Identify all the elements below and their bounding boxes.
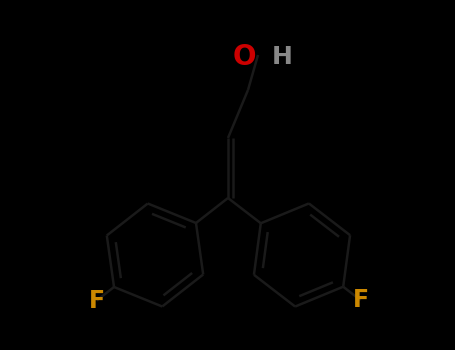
Text: F: F (353, 288, 369, 312)
Text: O: O (233, 43, 256, 71)
Text: H: H (272, 45, 293, 69)
Text: F: F (89, 288, 105, 313)
